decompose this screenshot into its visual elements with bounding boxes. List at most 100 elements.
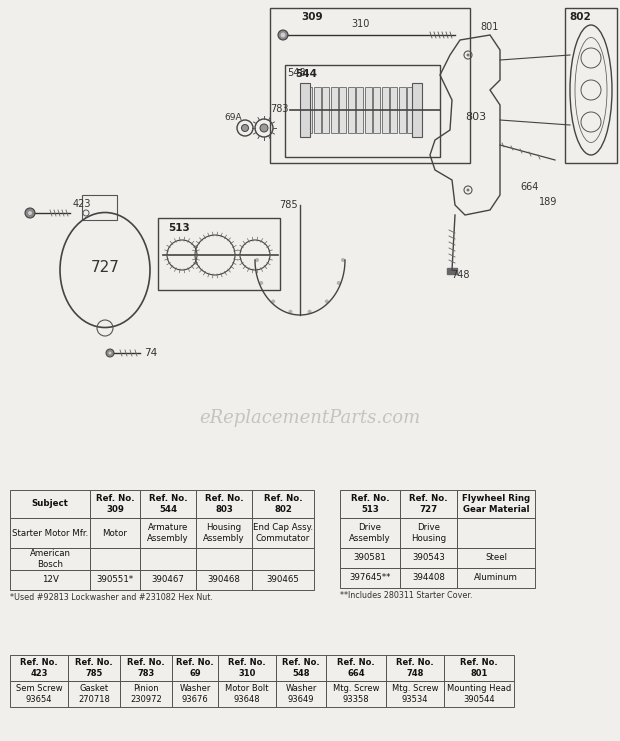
Bar [340,490,400,518]
Bar [340,548,400,568]
Bar [196,518,252,548]
Bar [407,87,414,133]
Bar [322,87,329,133]
Bar [120,681,172,707]
Bar [444,655,514,681]
Bar [82,195,117,220]
Bar [196,548,252,570]
Bar [252,490,314,518]
Bar [457,490,535,518]
Text: Ref. No.
801: Ref. No. 801 [460,658,498,678]
Circle shape [278,30,288,40]
Circle shape [25,208,35,218]
Text: Ref. No.
309: Ref. No. 309 [95,494,135,514]
Bar [10,548,90,570]
Text: Ref. No.
664: Ref. No. 664 [337,658,375,678]
Bar [399,87,405,133]
Bar [356,87,363,133]
Text: Subject: Subject [32,499,68,508]
Bar [447,268,457,274]
Bar [276,655,326,681]
Text: Ref. No.
785: Ref. No. 785 [75,658,113,678]
Circle shape [108,351,112,354]
Bar [340,518,400,548]
Bar [252,518,314,548]
Text: Motor: Motor [102,528,128,537]
Bar [326,655,386,681]
Text: End Cap Assy.
Commutator: End Cap Assy. Commutator [253,523,313,542]
Text: Washer
93676: Washer 93676 [179,684,211,704]
Circle shape [280,33,285,38]
Text: 390468: 390468 [208,576,241,585]
Text: Ref. No.
544: Ref. No. 544 [149,494,187,514]
Bar [140,518,196,548]
Bar [90,548,140,570]
Circle shape [337,281,341,285]
Bar [276,681,326,707]
Text: Steel: Steel [485,554,507,562]
Bar [218,655,276,681]
Bar [68,655,120,681]
Text: Starter Motor Mfr.: Starter Motor Mfr. [12,528,88,537]
Bar [373,87,380,133]
Circle shape [28,211,32,215]
Bar [285,65,440,157]
Bar [386,655,444,681]
Text: Ref. No.
748: Ref. No. 748 [396,658,434,678]
Bar [140,490,196,518]
Bar [400,490,457,518]
Text: Mounting Head
390544: Mounting Head 390544 [447,684,511,704]
Text: *Used #92813 Lockwasher and #231082 Hex Nut.: *Used #92813 Lockwasher and #231082 Hex … [10,593,213,602]
Text: Gasket
270718: Gasket 270718 [78,684,110,704]
Text: Washer
93649: Washer 93649 [285,684,317,704]
Text: Aluminum: Aluminum [474,574,518,582]
Bar [400,548,457,568]
Bar [457,548,535,568]
Bar [365,87,371,133]
Text: 390467: 390467 [151,576,184,585]
Bar [386,681,444,707]
Text: eReplacementParts.com: eReplacementParts.com [200,409,420,427]
Circle shape [466,188,469,191]
Bar [457,568,535,588]
Bar [305,87,312,133]
Text: Mtg. Screw
93534: Mtg. Screw 93534 [392,684,438,704]
Circle shape [259,281,264,285]
Text: Flywheel Ring
Gear Material: Flywheel Ring Gear Material [462,494,530,514]
Bar [381,87,389,133]
Bar [172,655,218,681]
Text: Ref. No.
727: Ref. No. 727 [409,494,448,514]
Bar [90,490,140,518]
Text: 548: 548 [286,68,305,78]
Bar [196,570,252,590]
Text: Ref. No.
69: Ref. No. 69 [176,658,214,678]
Text: Ref. No.
548: Ref. No. 548 [282,658,320,678]
Text: Ref. No.
513: Ref. No. 513 [351,494,389,514]
Bar [68,681,120,707]
Bar [347,87,355,133]
Text: 189: 189 [539,197,557,207]
Text: 748: 748 [451,270,469,280]
Bar [252,548,314,570]
Bar [90,518,140,548]
Text: Drive
Housing: Drive Housing [411,523,446,542]
Text: 423: 423 [73,199,92,209]
Bar [90,570,140,590]
Bar [326,681,386,707]
Text: 12V: 12V [42,576,58,585]
Text: 664: 664 [521,182,539,192]
Text: 74: 74 [144,348,157,358]
Text: 390543: 390543 [412,554,445,562]
Bar [300,83,310,137]
Text: Armature
Assembly: Armature Assembly [147,523,189,542]
Text: Mtg. Screw
93358: Mtg. Screw 93358 [333,684,379,704]
Bar [270,8,470,163]
Circle shape [106,349,114,357]
Bar [565,8,617,163]
Circle shape [466,53,469,56]
Text: 390581: 390581 [353,554,386,562]
Text: 802: 802 [569,12,591,22]
Text: 390551*: 390551* [97,576,133,585]
Text: 309: 309 [301,12,323,22]
Text: Ref. No.
310: Ref. No. 310 [228,658,266,678]
